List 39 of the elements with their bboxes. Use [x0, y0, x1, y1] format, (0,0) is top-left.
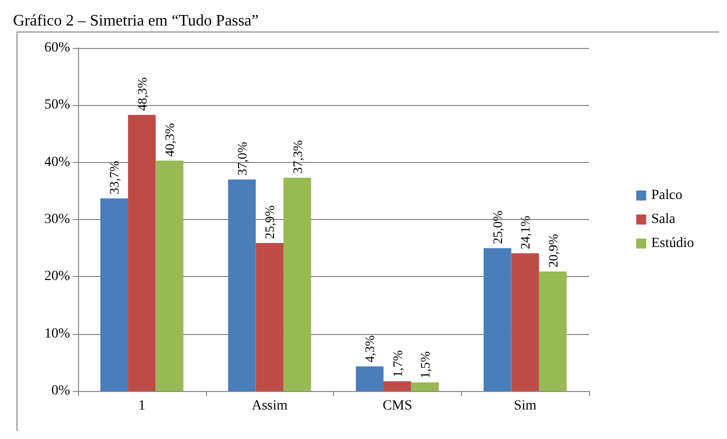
x-tick-label: 1	[138, 398, 146, 414]
data-label: 48,3%	[134, 77, 150, 111]
data-label: 4,3%	[362, 335, 378, 362]
legend-label: Sala	[651, 212, 676, 227]
bar	[538, 272, 567, 391]
y-tick-label: 10%	[44, 326, 70, 342]
y-tick-label: 40%	[44, 154, 70, 170]
bar	[411, 382, 439, 391]
x-tick-label: Sim	[514, 398, 537, 414]
legend-label: Estúdio	[651, 236, 694, 251]
bar	[100, 198, 128, 391]
y-tick-label: 0%	[51, 384, 70, 398]
bar	[283, 178, 312, 391]
bar	[511, 253, 539, 391]
data-label: 1,7%	[390, 350, 405, 378]
legend-label: Palco	[651, 188, 682, 203]
y-tick-label: 50%	[44, 98, 70, 113]
data-label: 24,1%	[518, 215, 533, 250]
chart-title: Gráfico 2 – Simetria em “Tudo Passa”	[13, 12, 259, 30]
data-label: 40,3%	[162, 122, 178, 157]
bar	[128, 114, 156, 391]
data-label: 37,0%	[234, 142, 250, 176]
data-label: 1,5%	[418, 351, 433, 378]
bar	[228, 179, 256, 391]
data-label: 33,7%	[106, 160, 122, 194]
data-label: 20,9%	[545, 234, 560, 268]
y-tick-label: 60%	[44, 40, 70, 56]
bar	[484, 248, 512, 391]
y-tick-label: 20%	[44, 269, 70, 284]
x-tick-label: CMS	[382, 398, 412, 414]
bar	[156, 160, 184, 391]
bar	[256, 242, 284, 391]
y-tick-label: 30%	[44, 212, 70, 227]
data-label: 25,9%	[262, 205, 278, 239]
bar	[356, 366, 384, 391]
x-tick-label: Assim	[252, 398, 288, 414]
data-label: 37,3%	[290, 140, 305, 174]
data-label: 25,0%	[490, 210, 505, 244]
bar	[384, 381, 412, 391]
